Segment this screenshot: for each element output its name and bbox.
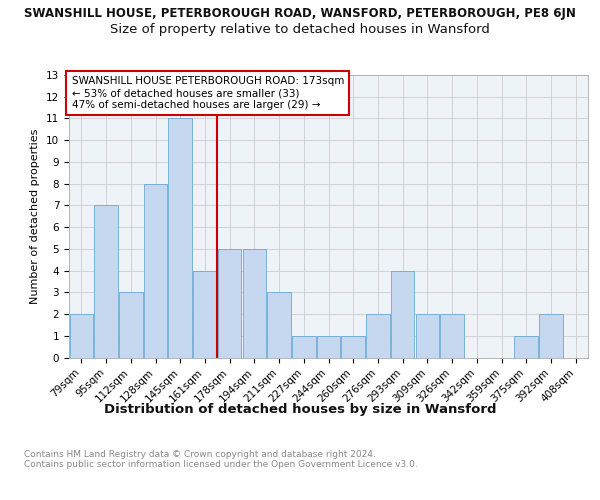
Bar [242,249,266,358]
Bar [169,118,192,358]
Text: SWANSHILL HOUSE PETERBOROUGH ROAD: 173sqm
← 53% of detached houses are smaller (: SWANSHILL HOUSE PETERBOROUGH ROAD: 173sq… [71,76,344,110]
Text: Distribution of detached houses by size in Wansford: Distribution of detached houses by size … [104,402,496,415]
Bar [539,314,563,358]
Bar [416,314,439,358]
Text: SWANSHILL HOUSE, PETERBOROUGH ROAD, WANSFORD, PETERBOROUGH, PE8 6JN: SWANSHILL HOUSE, PETERBOROUGH ROAD, WANS… [24,8,576,20]
Bar [119,292,143,358]
Bar [94,206,118,358]
Bar [193,270,217,358]
Bar [317,336,340,357]
Bar [514,336,538,357]
Bar [341,336,365,357]
Bar [70,314,93,358]
Bar [268,292,291,358]
Bar [391,270,415,358]
Bar [144,184,167,358]
Y-axis label: Number of detached properties: Number of detached properties [31,128,40,304]
Bar [292,336,316,357]
Bar [440,314,464,358]
Text: Size of property relative to detached houses in Wansford: Size of property relative to detached ho… [110,22,490,36]
Bar [218,249,241,358]
Bar [366,314,389,358]
Text: Contains HM Land Registry data © Crown copyright and database right 2024.
Contai: Contains HM Land Registry data © Crown c… [24,450,418,469]
